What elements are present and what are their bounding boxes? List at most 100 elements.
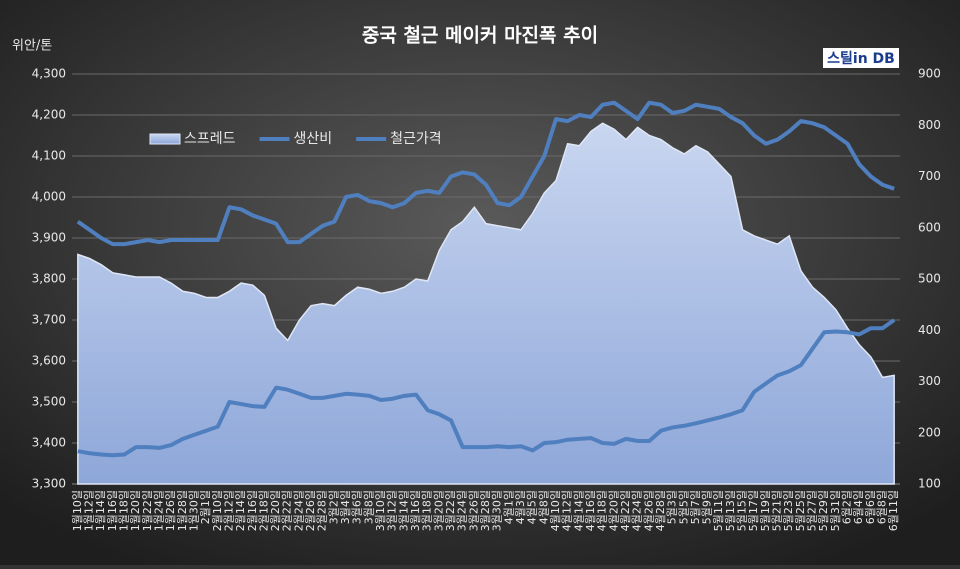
x-tick-label: 5월31일 <box>828 490 842 531</box>
x-tick-label: 3월4일 <box>338 490 352 524</box>
y-tick-label: 4,000 <box>32 190 66 204</box>
x-tick-label: 1월14일 <box>93 490 107 531</box>
x-tick-label: 4월10일 <box>548 490 562 531</box>
x-tick-label: 1월26일 <box>163 490 177 531</box>
y2-tick-label: 600 <box>918 220 941 234</box>
x-tick-label: 3월8일 <box>361 490 375 524</box>
x-tick-label: 1월16일 <box>105 490 119 531</box>
x-tick-label: 5월23일 <box>781 490 795 531</box>
x-tick-label: 3월20일 <box>431 490 445 531</box>
x-tick-label: 2월26일 <box>303 490 317 531</box>
y2-tick-label: 700 <box>918 169 941 183</box>
x-tick-label: 3월2일 <box>326 490 340 524</box>
y2-tick-label: 500 <box>918 272 941 286</box>
legend-swatch <box>149 133 181 145</box>
logo: 스틸in DB <box>827 51 895 67</box>
x-tick-label: 6월6일 <box>863 490 877 524</box>
x-tick-label: 4월22일 <box>618 490 632 531</box>
x-tick-label: 2월18일 <box>256 490 270 531</box>
x-tick-label: 6월4일 <box>851 490 865 524</box>
x-tick-label: 1월20일 <box>128 490 142 531</box>
y-tick-label: 4,200 <box>32 108 66 122</box>
x-tick-label: 4월24일 <box>630 490 644 531</box>
x-tick-label: 1월18일 <box>116 490 130 531</box>
x-tick-label: 5월19일 <box>758 490 772 531</box>
x-tick-label: 5월13일 <box>723 490 737 531</box>
x-tick-label: 3월14일 <box>396 490 410 531</box>
y-tick-label: 4,100 <box>32 149 66 163</box>
x-tick-label: 2월12일 <box>221 490 235 531</box>
x-tick-label: 2월28일 <box>315 490 329 531</box>
x-tick-label: 4월16일 <box>583 490 597 531</box>
x-tick-label: 5월7일 <box>688 490 702 524</box>
x-tick-label: 3월6일 <box>350 490 364 524</box>
x-tick-label: 2월22일 <box>280 490 294 531</box>
x-tick-label: 1월10일 <box>70 490 84 531</box>
y2-tick-label: 800 <box>918 118 941 132</box>
x-tick-label: 1월24일 <box>151 490 165 531</box>
x-tick-label: 3월12일 <box>385 490 399 531</box>
y-tick-label: 3,500 <box>32 395 66 409</box>
x-tick-label: 3월24일 <box>455 490 469 531</box>
x-tick-label: 5월25일 <box>793 490 807 531</box>
y-axis-label: 위안/톤 <box>12 39 52 54</box>
x-tick-label: 6월11일 <box>886 490 900 531</box>
legend-label: 철근가격 <box>390 131 442 147</box>
y2-tick-label: 300 <box>918 374 941 388</box>
x-tick-label: 2월24일 <box>291 490 305 531</box>
x-tick-label: 1월30일 <box>186 490 200 531</box>
x-tick-label: 5월21일 <box>770 490 784 531</box>
y-tick-label: 3,600 <box>32 354 66 368</box>
area <box>77 122 895 485</box>
x-tick-label: 3월22일 <box>443 490 457 531</box>
x-tick-label: 5월9일 <box>700 490 714 524</box>
x-tick-label: 5월29일 <box>816 490 830 531</box>
x-tick-label: 2월1일 <box>198 490 212 524</box>
x-tick-label: 1월12일 <box>81 490 95 531</box>
y2-tick-label: 400 <box>918 323 941 337</box>
x-tick-label: 5월5일 <box>676 490 690 524</box>
x-tick-label: 1월22일 <box>140 490 154 531</box>
x-tick-label: 5월17일 <box>746 490 760 531</box>
x-tick-label: 4월26일 <box>641 490 655 531</box>
line <box>77 318 896 458</box>
x-tick-label: 2월14일 <box>233 490 247 531</box>
x-tick-label: 4월5일 <box>525 490 539 524</box>
chart-title: 중국 철근 메이커 마진폭 추이 <box>362 25 598 47</box>
logo-box <box>823 48 899 68</box>
x-tick-label: 3월28일 <box>478 490 492 531</box>
x-tick-label: 4월28일 <box>653 490 667 531</box>
x-tick-label: 5월11일 <box>711 490 725 531</box>
x-tick-label: 6월2일 <box>840 490 854 524</box>
x-tick-label: 4월1일 <box>501 490 515 524</box>
x-tick-label: 5월15일 <box>735 490 749 531</box>
x-tick-label: 3월26일 <box>466 490 480 531</box>
x-tick-label: 4월12일 <box>560 490 574 531</box>
x-tick-label: 5월3일 <box>665 490 679 524</box>
x-tick-label: 4월3일 <box>513 490 527 524</box>
x-tick-label: 2월10일 <box>210 490 224 531</box>
x-tick-label: 3월10일 <box>373 490 387 531</box>
plot: 3,300 3,400 3,500 3,600 3,700 3,800 3,900 4,000… <box>32 67 941 532</box>
x-tick-label: 4월18일 <box>595 490 609 531</box>
x-tick-label: 3월16일 <box>408 490 422 531</box>
x-tick-label: 6월8일 <box>875 490 889 524</box>
y-tick-label: 3,700 <box>32 313 66 327</box>
x-tick-label: 1월28일 <box>175 490 189 531</box>
x-tick-label: 4월8일 <box>536 490 550 524</box>
y-tick-label: 3,900 <box>32 231 66 245</box>
x-tick-label: 4월20일 <box>606 490 620 531</box>
x-tick-label: 3월30일 <box>490 490 504 531</box>
y-tick-label: 4,300 <box>32 67 66 81</box>
y-tick-label: 3,300 <box>32 477 66 491</box>
x-tick-label: 4월14일 <box>571 490 585 531</box>
legend-label: 생산비 <box>294 131 333 147</box>
line <box>76 100 895 247</box>
x-tick-label: 2월20일 <box>268 490 282 531</box>
y-tick-label: 3,400 <box>32 436 66 450</box>
legend-label: 스프레드 <box>184 131 236 147</box>
y2-tick-label: 900 <box>918 67 941 81</box>
y-tick-label: 3,800 <box>32 272 66 286</box>
x-tick-label: 3월18일 <box>420 490 434 531</box>
